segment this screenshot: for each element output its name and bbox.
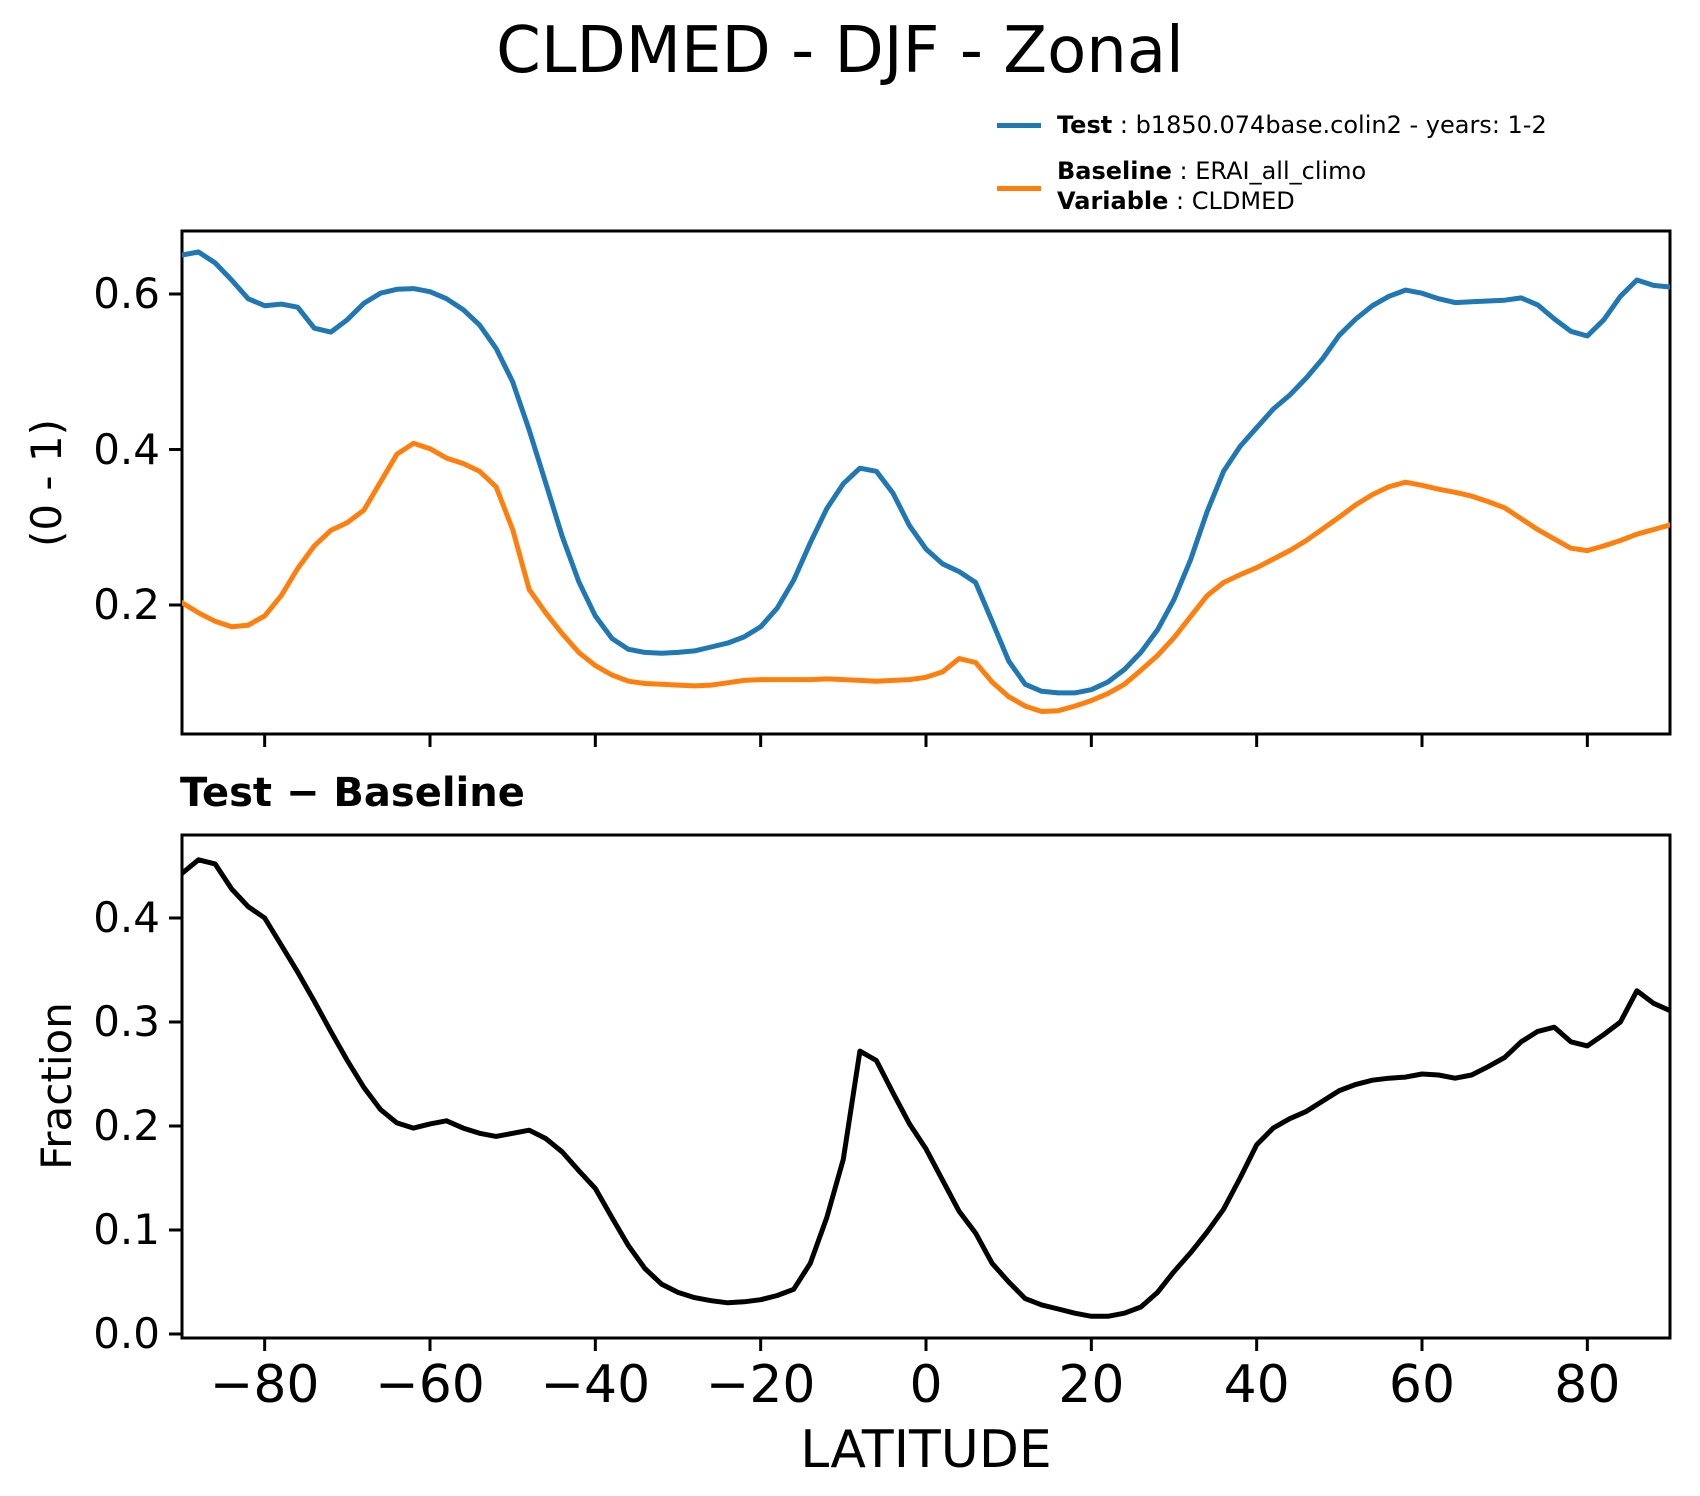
y-tick-label: 0.4 [93,893,160,942]
x-tick-label: −80 [209,1355,320,1415]
x-tick-label: −60 [375,1355,485,1415]
legend-value-baseline: ERAI_all_climo [1195,157,1367,185]
legend-value-variable: CLDMED [1191,187,1295,215]
x-tick-label: 20 [1058,1355,1125,1415]
legend-value-test: b1850.074base.colin2 - years: 1-2 [1135,111,1547,139]
y-tick-label: 0.3 [93,997,160,1046]
zonal-means-frame [180,229,1672,736]
legend-label-baseline: Baseline [1057,157,1172,185]
x-tick-label: 60 [1388,1355,1456,1415]
baseline-line [182,440,1670,714]
legend-separator: : [1168,187,1192,215]
difference-frame [180,833,1672,1340]
bottom-panel-y-axis-label: Fraction [32,1002,81,1170]
bottom-panel-title: Test − Baseline [180,770,525,816]
test-baseline-line [182,857,1670,1319]
legend-entry-variable: Variable : CLDMED [1057,186,1295,216]
y-tick-label: 0.1 [93,1205,160,1254]
x-tick-label: 40 [1223,1355,1290,1415]
y-tick-label: 0.6 [93,269,160,318]
y-tick-label: 0.4 [93,424,160,474]
y-tick-label: 0.2 [93,1101,160,1150]
legend-separator: : [1171,157,1196,185]
legend-entry-test: Test : b1850.074base.colin2 - years: 1-2 [1057,110,1547,140]
y-tick-label: 0.0 [93,1309,160,1358]
test-line-swatch [997,123,1041,128]
y-tick-label: 0.2 [93,580,160,629]
legend-entry-baseline: Baseline : ERAI_all_climo [1057,156,1366,186]
test-line [182,249,1670,696]
legend: Test : b1850.074base.colin2 - years: 1-2… [995,110,1595,215]
baseline-line-swatch [997,186,1041,191]
x-axis-label: LATITUDE [800,1420,1052,1480]
x-tick-label: 80 [1554,1355,1621,1415]
legend-label-test: Test [1057,111,1113,139]
legend-separator: : [1112,111,1136,139]
legend-label-variable: Variable [1057,187,1169,215]
x-tick-label: −20 [705,1355,816,1415]
x-tick-label: −40 [540,1355,651,1415]
figure-title: CLDMED - DJF - Zonal [496,14,1184,88]
x-tick-label: 0 [909,1355,943,1415]
